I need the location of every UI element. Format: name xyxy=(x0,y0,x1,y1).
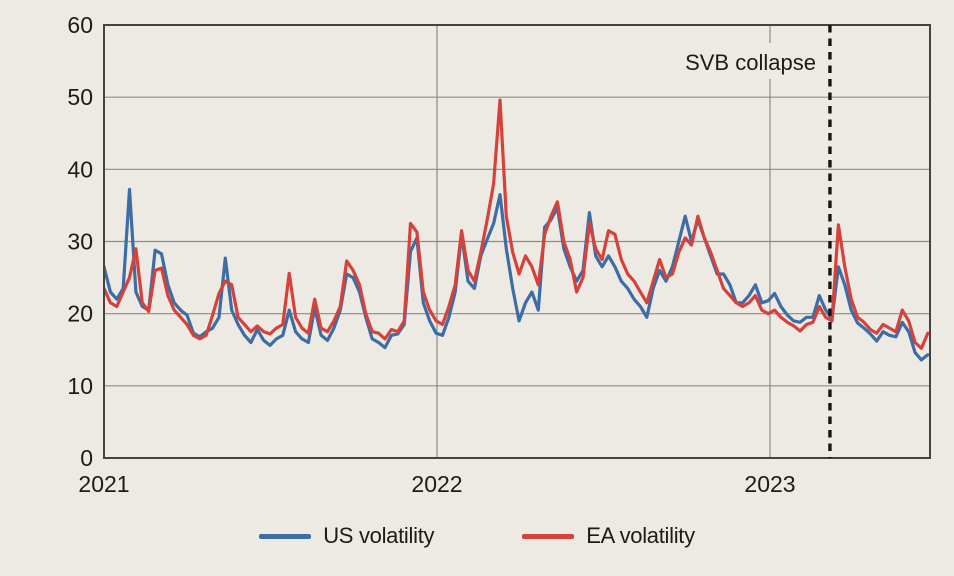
legend-label-ea: EA volatility xyxy=(586,523,695,548)
chart-legend: US volatility EA volatility xyxy=(0,514,954,558)
x-tick-label: 2022 xyxy=(411,471,462,497)
legend-item-us-volatility: US volatility xyxy=(259,523,435,549)
svb-collapse-annotation: SVB collapse xyxy=(685,50,816,75)
us-volatility-line xyxy=(104,187,930,362)
volatility-line-chart: SVB collapse 0 10 20 30 40 50 60 2021 2022 2023 xyxy=(67,12,931,497)
x-tick-label: 2023 xyxy=(744,471,795,497)
plot-border xyxy=(103,24,931,459)
legend-label-us: US volatility xyxy=(323,523,435,548)
ea-volatility-line-swatch xyxy=(522,533,575,539)
y-tick-label: 40 xyxy=(67,156,93,182)
svb-annotation-backplate xyxy=(689,43,820,79)
legend-item-ea-volatility: EA volatility xyxy=(522,523,695,549)
y-tick-label: 60 xyxy=(67,12,93,38)
us-volatility-line-swatch xyxy=(259,533,312,539)
y-tick-label: 0 xyxy=(80,445,93,471)
y-tick-label: 20 xyxy=(67,301,93,327)
y-tick-label: 50 xyxy=(67,84,93,110)
ea-volatility-line xyxy=(104,98,930,350)
x-tick-label: 2021 xyxy=(78,471,129,497)
y-tick-label: 30 xyxy=(67,229,93,255)
y-tick-label: 10 xyxy=(67,373,93,399)
